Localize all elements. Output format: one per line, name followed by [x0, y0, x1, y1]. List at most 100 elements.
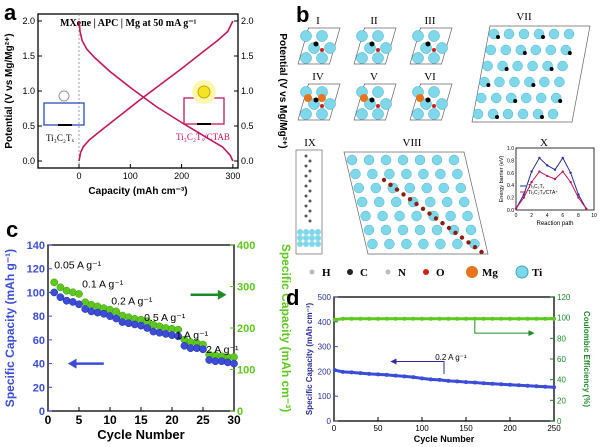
data-point-blue-d — [349, 370, 354, 375]
ti-atom — [315, 229, 321, 235]
x-tick-label-a: 300 — [225, 171, 240, 181]
c-atom — [313, 41, 319, 47]
ti-atom — [412, 30, 424, 42]
ti-atom — [458, 196, 470, 208]
arrow-head-blue-d — [390, 358, 397, 365]
ti-atom — [435, 168, 446, 180]
c-atom — [495, 115, 499, 119]
ti-atom — [394, 210, 405, 222]
x-tick-label-a: 100 — [123, 171, 138, 181]
data-point-green-d — [490, 316, 495, 321]
structure-viii-label: VIII — [403, 137, 422, 149]
c-atom — [425, 97, 431, 103]
orange-ball-icon — [466, 266, 478, 278]
data-point-blue-c — [87, 307, 96, 316]
c-atom — [504, 67, 509, 71]
panel-c: c 0 5 10 15 20 25 30 0 20 40 60 80 100 120 140 0 100 200 30… — [0, 215, 293, 447]
ti-atom — [441, 196, 453, 208]
ti-atom — [373, 196, 385, 208]
structure-ii-frame — [353, 27, 397, 65]
y-tick-label-right-c: 200 — [237, 323, 255, 335]
ti-atom — [380, 98, 392, 110]
y-tick-label-c: 80 — [33, 311, 45, 323]
chain-atom — [440, 221, 445, 226]
small-gray-dot-icon — [385, 269, 391, 275]
y-tick-label-c: 100 — [27, 287, 45, 299]
structure-vii-label: VII — [516, 11, 532, 23]
y-tick-label-d: 200 — [318, 367, 332, 376]
y-tick-label-a: 1.5 — [22, 51, 35, 61]
legend-label-mg: Mg — [482, 267, 498, 279]
ti-atom — [315, 235, 321, 241]
x-tick-label-c: 10 — [103, 413, 117, 427]
chart-d: d0 50 100 150 200 250010020030040050002040608… — [286, 285, 591, 444]
unlit-bulb-icon — [58, 90, 70, 102]
chain-atom — [427, 211, 432, 216]
data-point-blue-c — [124, 319, 133, 328]
y-tick-label-c: 0 — [39, 406, 45, 418]
ti-atom — [356, 30, 368, 42]
small-gray-dot-icon — [309, 269, 315, 275]
data-point-blue-c — [168, 331, 176, 339]
ti-atom — [353, 182, 365, 194]
panel-label-c: c — [6, 217, 18, 242]
data-point-bx — [577, 196, 580, 199]
ti-atom — [316, 52, 328, 64]
data-point-green-d — [402, 316, 407, 321]
ti-atom — [380, 154, 392, 166]
x-tick-label-bx: 2 — [530, 213, 533, 219]
data-point-blue-c — [130, 320, 139, 329]
y-tick-label-d: 0 — [327, 417, 332, 426]
ti-atom — [384, 238, 395, 250]
ti-atom — [485, 44, 497, 56]
ti-atom — [297, 241, 303, 247]
chain-atom — [388, 182, 393, 187]
x-axis-label-bx: Reaction path — [536, 221, 573, 227]
data-point-green-d — [455, 316, 460, 321]
ti-atom — [527, 60, 538, 72]
data-point-green-d — [367, 316, 372, 321]
data-point-blue-d — [455, 379, 460, 384]
ti-atom — [297, 235, 303, 241]
structure-vi-frame — [409, 83, 453, 121]
ti-atom — [309, 241, 315, 247]
ti-atom — [428, 52, 440, 64]
x-tick-label-d: 50 — [374, 424, 383, 433]
ti-atom — [300, 52, 312, 64]
c-atom — [308, 209, 312, 213]
ti-atom — [397, 154, 409, 166]
data-point-bx — [569, 171, 572, 174]
data-point-blue-c — [62, 296, 71, 305]
y-tick-label-right-d: 120 — [557, 293, 571, 302]
chart-c: c0 5 10 15 20 25 30020406080100120140010020030… — [3, 217, 293, 442]
data-point-bx — [577, 193, 580, 196]
data-point-green-d — [349, 316, 354, 321]
ti-atom — [436, 42, 448, 54]
o-atom — [376, 48, 380, 52]
c-atom — [308, 219, 312, 223]
arrow-left-blue-d — [395, 360, 445, 374]
data-point-green-d — [384, 316, 389, 321]
ti-atom — [512, 60, 523, 72]
y-tick-label-c: 20 — [33, 382, 45, 394]
c-atom — [558, 99, 563, 103]
ti-atom — [455, 182, 467, 194]
rate-annotation-c: 0.1 A g⁻¹ — [82, 279, 124, 291]
x-tick-label-d: 200 — [503, 424, 517, 433]
data-point-green-d — [499, 316, 504, 321]
red-dot-icon — [423, 269, 429, 275]
ti-atom — [535, 92, 547, 104]
y-tick-label-right-c: 400 — [237, 240, 255, 252]
arrow-head-green-c — [217, 289, 227, 300]
data-point-green-d — [525, 316, 530, 321]
chain-atom — [381, 177, 387, 183]
ti-atom — [557, 60, 568, 72]
x-tick-label-a: 0 — [77, 171, 82, 181]
ti-atom — [303, 241, 309, 247]
data-point-green-c — [56, 283, 65, 292]
data-point-blue-d — [534, 384, 539, 389]
x-tick-label-c: 5 — [76, 413, 83, 427]
x-axis-label-a: Capacity (mAh cm⁻³) — [88, 186, 187, 197]
mg-atom — [416, 94, 424, 102]
ti-atom — [360, 210, 371, 222]
